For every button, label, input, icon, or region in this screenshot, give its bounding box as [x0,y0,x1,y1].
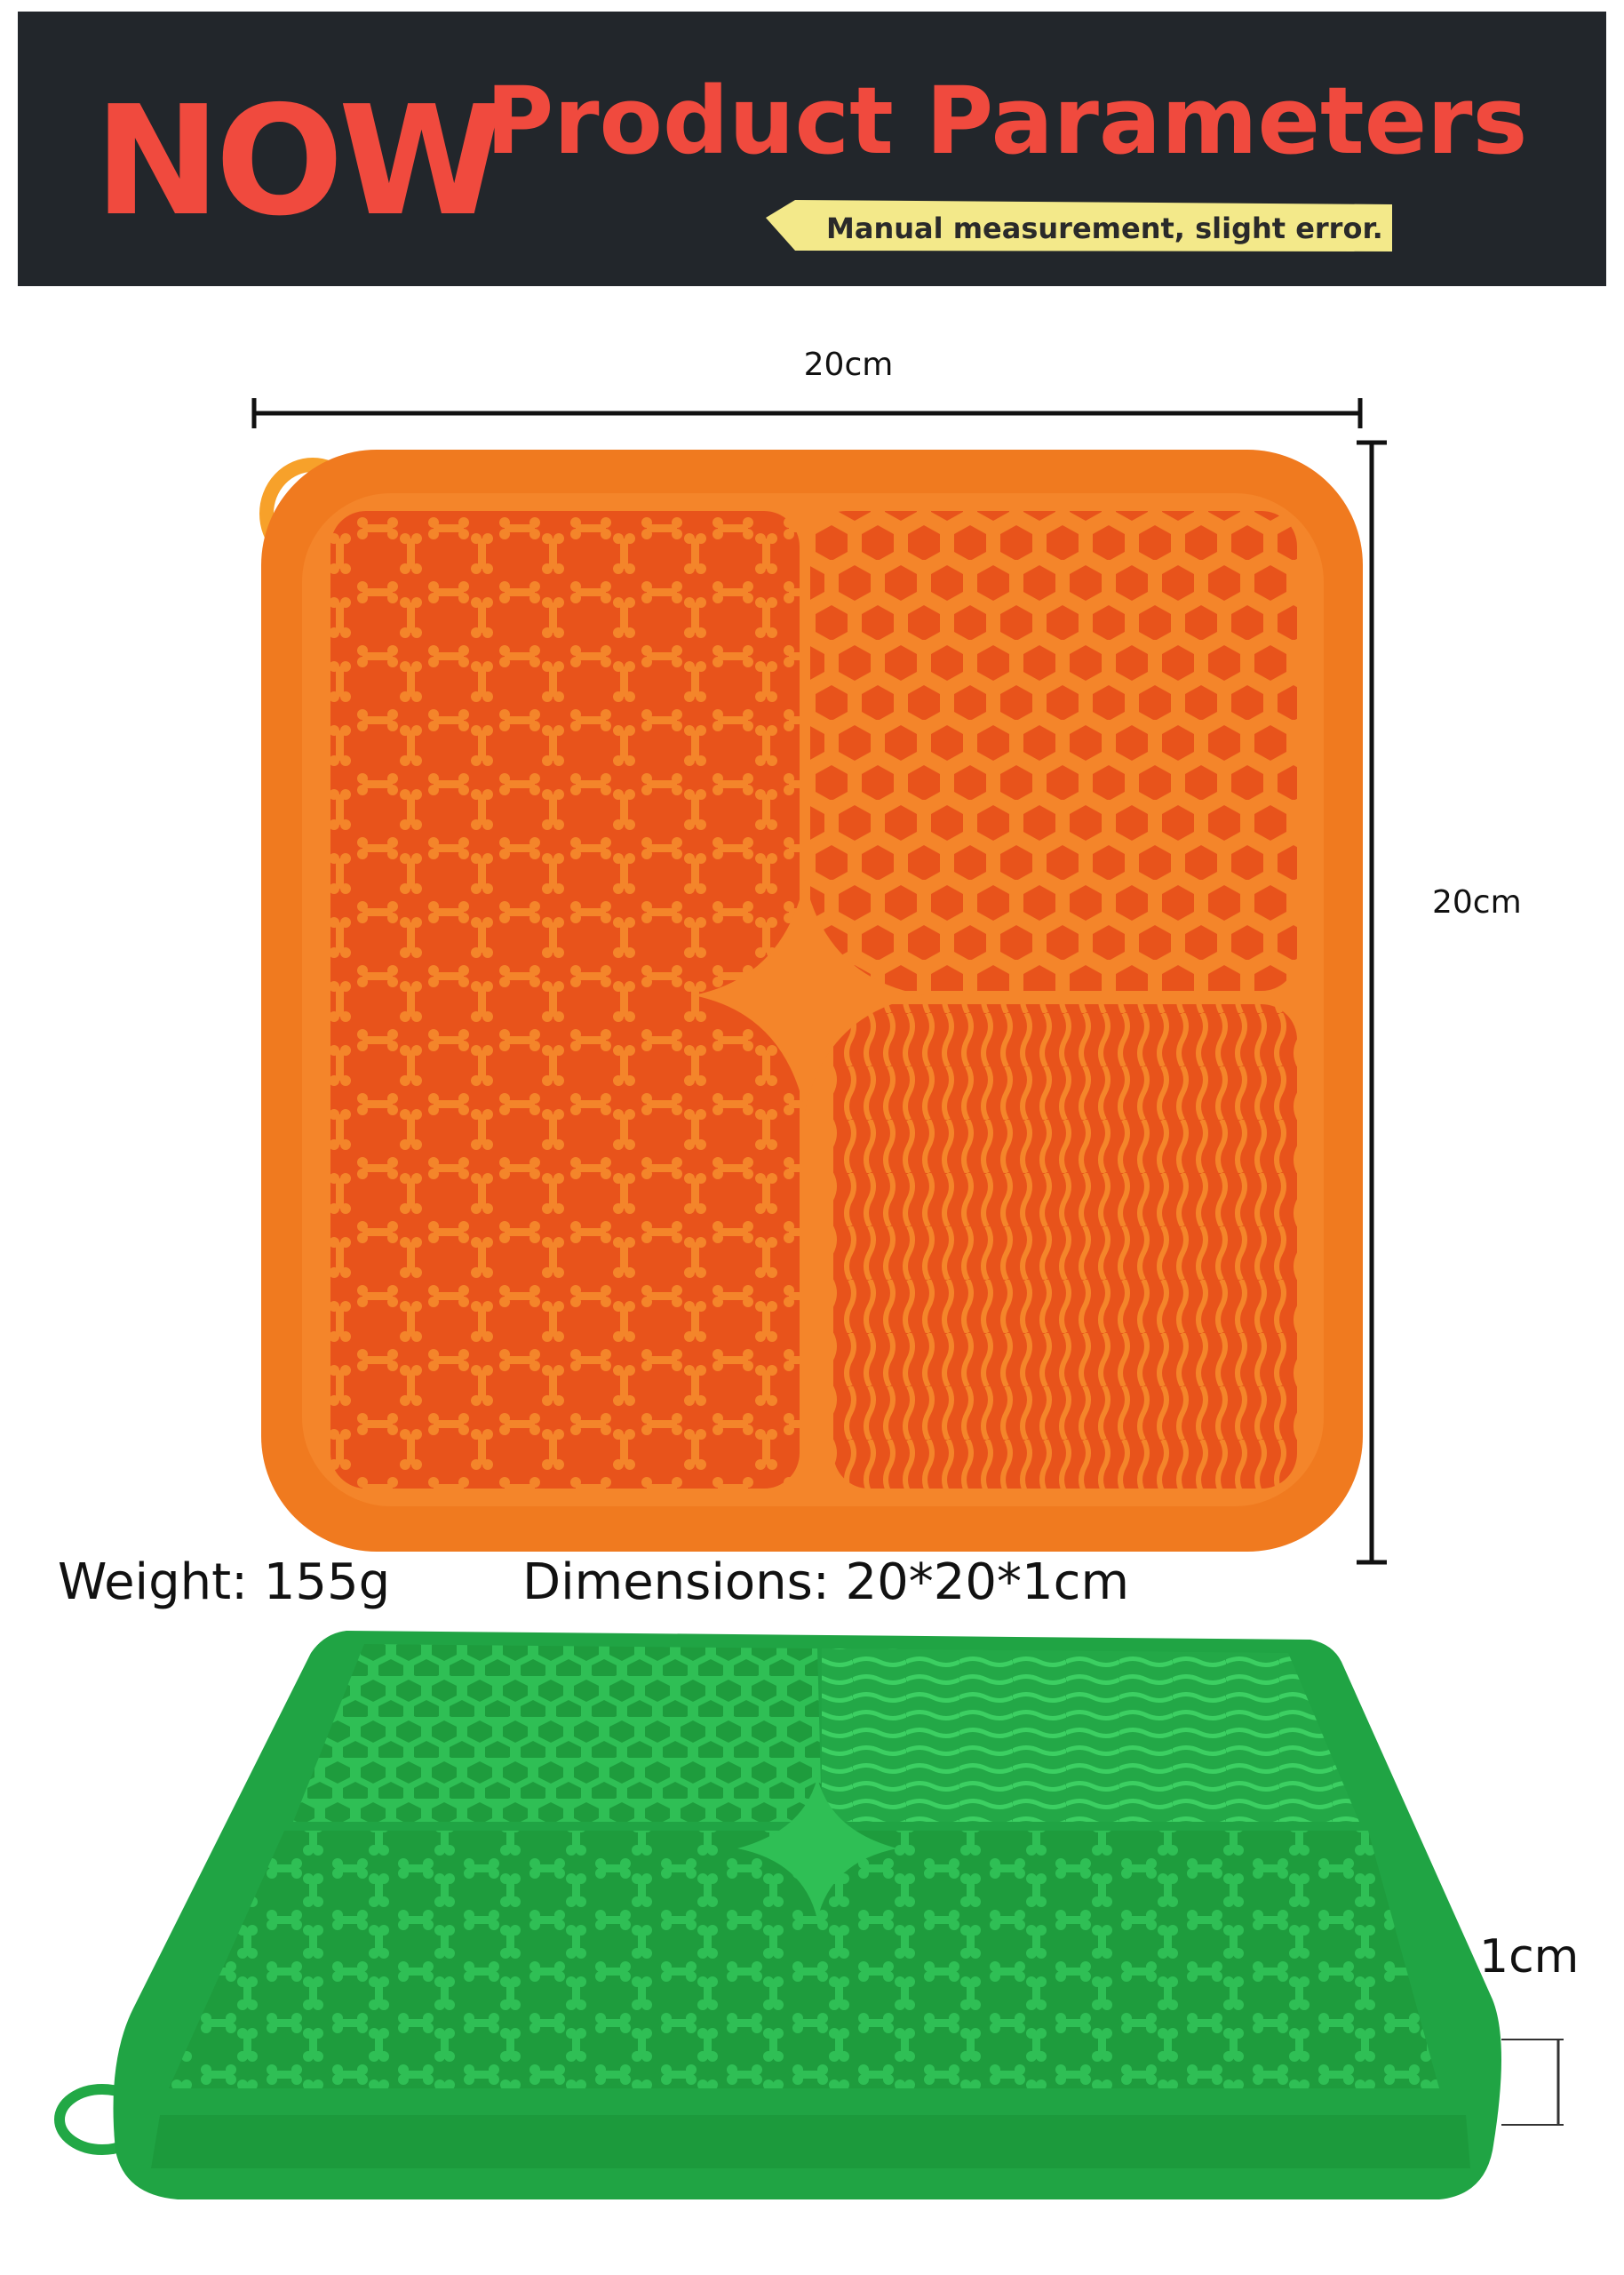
dimensions-spec: Dimensions: 20*20*1cm [522,1553,1129,1611]
orange-mat [259,450,1363,1552]
badge: NOW [94,74,501,250]
green-mat [54,1631,1501,2199]
thickness-label: 1cm [1479,1930,1579,1984]
header-title: Product Parameters [486,67,1527,175]
note-tag [766,200,1392,251]
header-note: Manual measurement, slight error. [826,212,1383,245]
width-label: 20cm [804,347,894,383]
height-label: 20cm [1432,884,1522,921]
weight-spec: Weight: 155g [58,1553,390,1611]
